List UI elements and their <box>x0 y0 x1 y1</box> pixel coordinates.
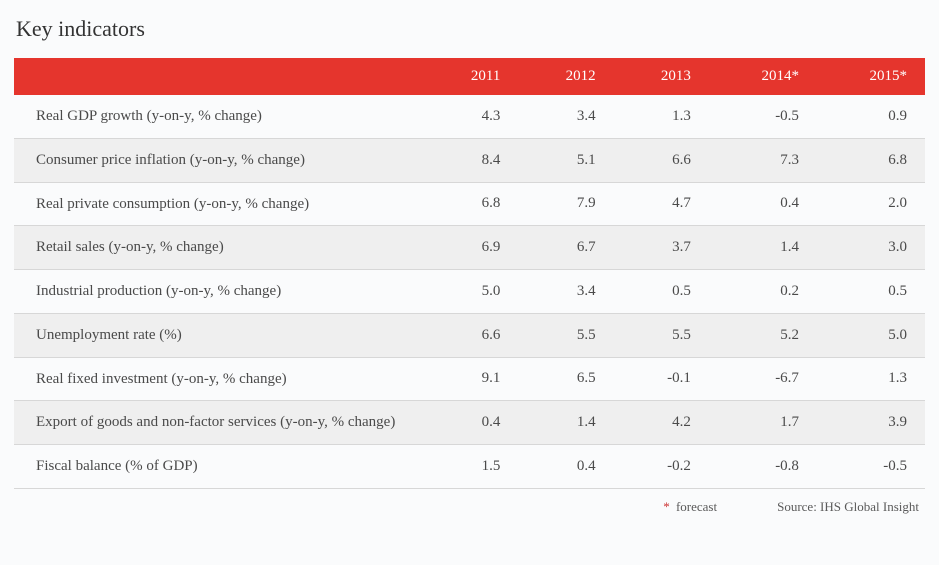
cell-value: 9.1 <box>424 357 518 401</box>
cell-value: 6.8 <box>817 138 925 182</box>
cell-value: 6.9 <box>424 226 518 270</box>
cell-value: 7.9 <box>518 182 613 226</box>
col-header-label <box>14 58 424 95</box>
cell-value: -0.8 <box>709 445 817 489</box>
col-header-2015: 2015* <box>817 58 925 95</box>
cell-value: 5.0 <box>817 313 925 357</box>
cell-value: 1.4 <box>518 401 613 445</box>
cell-value: 6.8 <box>424 182 518 226</box>
table-row: Consumer price inflation (y-on-y, % chan… <box>14 138 925 182</box>
key-indicators-table: 2011 2012 2013 2014* 2015* Real GDP grow… <box>14 58 925 489</box>
cell-value: 3.7 <box>614 226 709 270</box>
cell-value: 5.0 <box>424 270 518 314</box>
col-header-2012: 2012 <box>518 58 613 95</box>
cell-value: 6.6 <box>424 313 518 357</box>
cell-value: 1.3 <box>817 357 925 401</box>
cell-value: 5.5 <box>518 313 613 357</box>
row-label: Retail sales (y-on-y, % change) <box>14 226 424 270</box>
forecast-text: forecast <box>676 499 717 514</box>
cell-value: 0.5 <box>817 270 925 314</box>
row-label: Export of goods and non-factor services … <box>14 401 424 445</box>
table-body: Real GDP growth (y-on-y, % change)4.33.4… <box>14 95 925 488</box>
cell-value: 1.4 <box>709 226 817 270</box>
cell-value: 1.3 <box>614 95 709 138</box>
cell-value: 1.7 <box>709 401 817 445</box>
cell-value: 5.5 <box>614 313 709 357</box>
col-header-2014: 2014* <box>709 58 817 95</box>
table-row: Fiscal balance (% of GDP)1.50.4-0.2-0.8-… <box>14 445 925 489</box>
col-header-2013: 2013 <box>614 58 709 95</box>
cell-value: -0.5 <box>817 445 925 489</box>
cell-value: 4.7 <box>614 182 709 226</box>
table-row: Unemployment rate (%)6.65.55.55.25.0 <box>14 313 925 357</box>
cell-value: 4.2 <box>614 401 709 445</box>
forecast-footnote: * forecast <box>663 499 717 515</box>
row-label: Industrial production (y-on-y, % change) <box>14 270 424 314</box>
cell-value: -0.5 <box>709 95 817 138</box>
cell-value: 0.4 <box>518 445 613 489</box>
row-label: Real fixed investment (y-on-y, % change) <box>14 357 424 401</box>
cell-value: 7.3 <box>709 138 817 182</box>
cell-value: 2.0 <box>817 182 925 226</box>
cell-value: 6.6 <box>614 138 709 182</box>
source-label: Source: IHS Global Insight <box>777 499 919 515</box>
cell-value: 5.1 <box>518 138 613 182</box>
table-row: Export of goods and non-factor services … <box>14 401 925 445</box>
cell-value: 0.4 <box>709 182 817 226</box>
cell-value: 4.3 <box>424 95 518 138</box>
forecast-asterisk: * <box>663 499 670 514</box>
cell-value: 0.5 <box>614 270 709 314</box>
table-row: Industrial production (y-on-y, % change)… <box>14 270 925 314</box>
cell-value: 0.4 <box>424 401 518 445</box>
cell-value: 3.0 <box>817 226 925 270</box>
cell-value: -0.2 <box>614 445 709 489</box>
cell-value: 3.9 <box>817 401 925 445</box>
table-footnotes: * forecast Source: IHS Global Insight <box>14 499 925 515</box>
cell-value: 3.4 <box>518 95 613 138</box>
cell-value: 8.4 <box>424 138 518 182</box>
row-label: Fiscal balance (% of GDP) <box>14 445 424 489</box>
page-title: Key indicators <box>16 16 925 42</box>
row-label: Unemployment rate (%) <box>14 313 424 357</box>
cell-value: 3.4 <box>518 270 613 314</box>
row-label: Real GDP growth (y-on-y, % change) <box>14 95 424 138</box>
table-row: Real private consumption (y-on-y, % chan… <box>14 182 925 226</box>
cell-value: 6.7 <box>518 226 613 270</box>
table-row: Retail sales (y-on-y, % change)6.96.73.7… <box>14 226 925 270</box>
cell-value: 6.5 <box>518 357 613 401</box>
table-row: Real fixed investment (y-on-y, % change)… <box>14 357 925 401</box>
row-label: Real private consumption (y-on-y, % chan… <box>14 182 424 226</box>
col-header-2011: 2011 <box>424 58 518 95</box>
cell-value: 1.5 <box>424 445 518 489</box>
cell-value: -6.7 <box>709 357 817 401</box>
table-header-row: 2011 2012 2013 2014* 2015* <box>14 58 925 95</box>
key-indicators-table-wrap: 2011 2012 2013 2014* 2015* Real GDP grow… <box>14 58 925 489</box>
row-label: Consumer price inflation (y-on-y, % chan… <box>14 138 424 182</box>
table-row: Real GDP growth (y-on-y, % change)4.33.4… <box>14 95 925 138</box>
cell-value: -0.1 <box>614 357 709 401</box>
cell-value: 5.2 <box>709 313 817 357</box>
cell-value: 0.9 <box>817 95 925 138</box>
cell-value: 0.2 <box>709 270 817 314</box>
